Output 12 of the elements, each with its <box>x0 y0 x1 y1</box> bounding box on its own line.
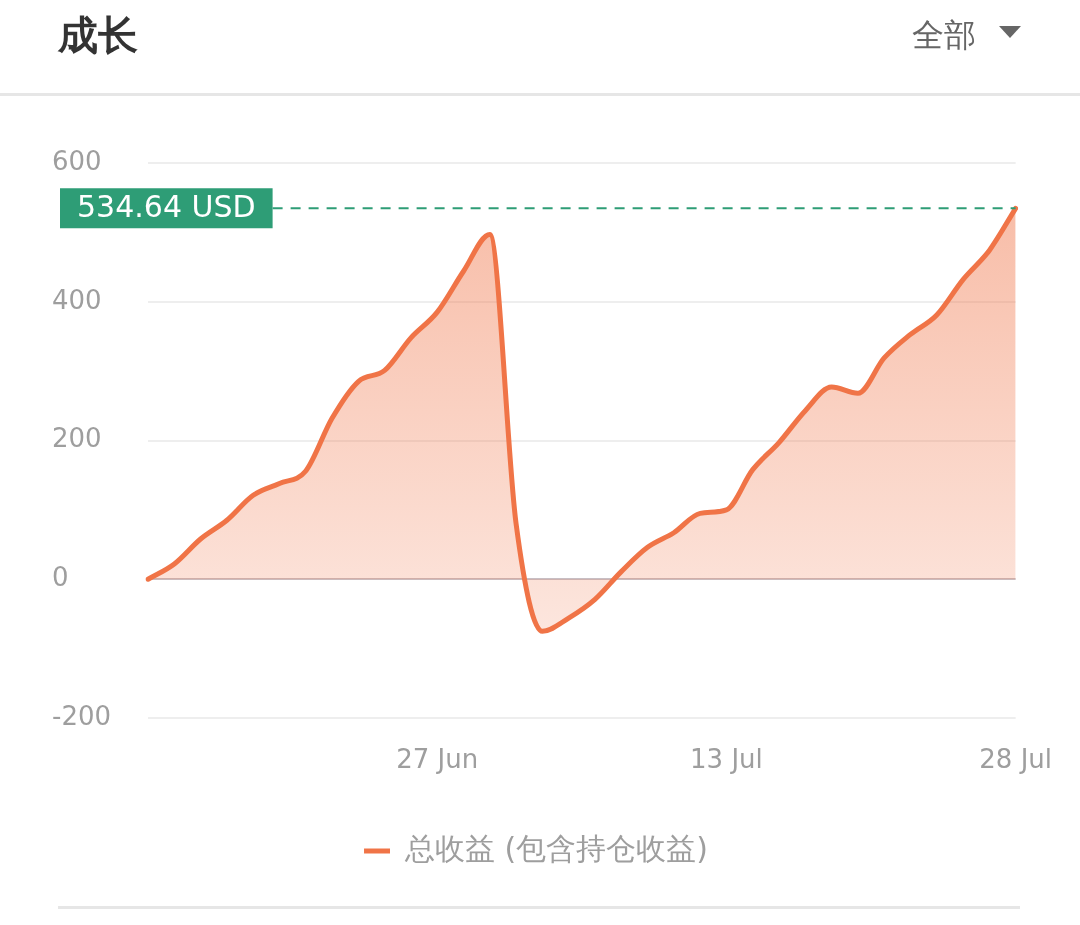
x-tick-label: 13 Jul <box>690 744 763 775</box>
y-tick-label: 200 <box>52 423 102 454</box>
x-tick-label: 27 Jun <box>396 744 479 775</box>
legend-label: 总收益 (包含持仓收益) <box>404 830 708 866</box>
y-tick-label: -200 <box>52 700 112 731</box>
y-tick-label: 400 <box>52 284 102 315</box>
chart-title: 成长 <box>58 11 138 60</box>
text: 全部 <box>912 15 976 56</box>
y-tick-label: 600 <box>52 145 102 176</box>
x-tick-label: 28 Jul <box>979 744 1052 775</box>
y-tick-label: 0 <box>52 562 69 592</box>
ref-line-label: 534.64 USD <box>77 189 256 225</box>
